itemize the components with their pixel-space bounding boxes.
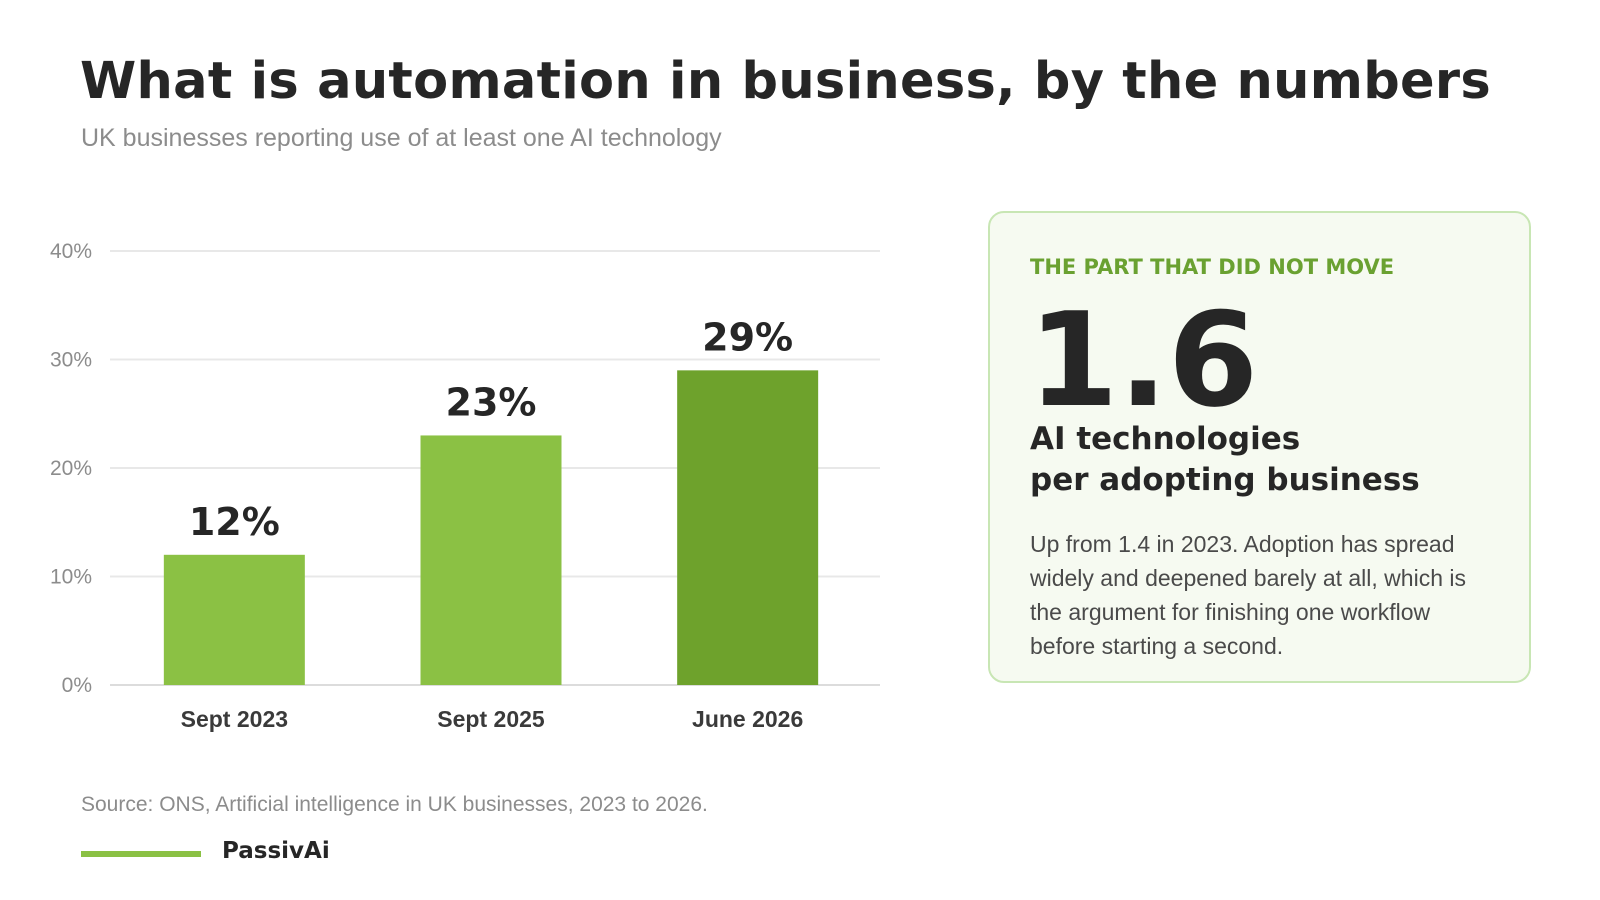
- stat-card-body: Up from 1.4 in 2023. Adoption has spread…: [1030, 531, 1466, 659]
- brand-accent-line: [81, 851, 201, 857]
- brand-name: PassivAi: [222, 838, 330, 864]
- y-tick-label: 40%: [50, 240, 92, 263]
- source-note: Source: ONS, Artificial intelligence in …: [81, 793, 708, 816]
- bar-value-label: 29%: [702, 315, 793, 359]
- y-tick-label: 20%: [50, 457, 92, 480]
- stat-card-kicker: THE PART THAT DID NOT MOVE: [1030, 255, 1395, 279]
- stat-card-number: 1.6: [1028, 284, 1259, 436]
- bar-chart: 0% 10% 20% 30% 40% 12% Sept 2023 23% Sept 2025 29…: [50, 240, 880, 732]
- stat-card: THE PART THAT DID NOT MOVE 1.6 AI techno…: [988, 211, 1531, 683]
- page-subtitle: UK businesses reporting use of at least …: [81, 124, 722, 152]
- bar: [420, 435, 562, 685]
- x-category-label: Sept 2025: [437, 706, 545, 732]
- y-tick-label: 0%: [62, 674, 92, 697]
- bar: [677, 370, 819, 685]
- x-category-label: June 2026: [692, 706, 803, 732]
- bar: [163, 554, 305, 685]
- bar-value-label: 12%: [189, 500, 280, 544]
- stat-card-unit: AI technologies per adopting business: [1030, 421, 1420, 498]
- y-tick-label: 30%: [50, 349, 92, 372]
- page-title: What is automation in business, by the n…: [80, 52, 1491, 111]
- x-category-label: Sept 2023: [181, 706, 288, 732]
- y-tick-label: 10%: [50, 566, 92, 589]
- bar-value-label: 23%: [446, 380, 537, 424]
